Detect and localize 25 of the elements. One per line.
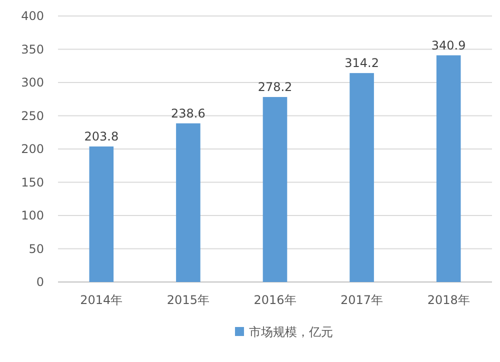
bar — [436, 55, 461, 282]
bar — [176, 123, 200, 282]
y-tick-label: 50 — [28, 242, 44, 256]
data-label: 314.2 — [344, 56, 379, 70]
x-tick-label: 2018年 — [427, 293, 470, 307]
data-label: 278.2 — [258, 80, 292, 94]
legend-label: 市场规模，亿元 — [249, 325, 333, 339]
y-tick-label: 0 — [36, 275, 44, 289]
y-tick-label: 100 — [21, 208, 44, 222]
data-label: 340.9 — [431, 38, 466, 52]
data-label: 203.8 — [84, 129, 119, 144]
x-tick-label: 2015年 — [166, 293, 210, 307]
bar — [89, 146, 114, 282]
y-tick-label: 300 — [21, 76, 44, 90]
data-label: 238.6 — [171, 106, 206, 120]
y-tick-label: 350 — [21, 42, 44, 56]
y-tick-label: 250 — [21, 108, 44, 123]
x-tick-label: 2014年 — [80, 293, 123, 307]
x-tick-label: 2017年 — [340, 293, 384, 307]
y-tick-label: 200 — [21, 142, 44, 156]
y-tick-label: 150 — [21, 175, 44, 190]
bar — [262, 96, 288, 282]
y-tick-label: 400 — [21, 9, 44, 23]
x-tick-label: 2016年 — [254, 293, 296, 307]
bar — [350, 73, 374, 282]
